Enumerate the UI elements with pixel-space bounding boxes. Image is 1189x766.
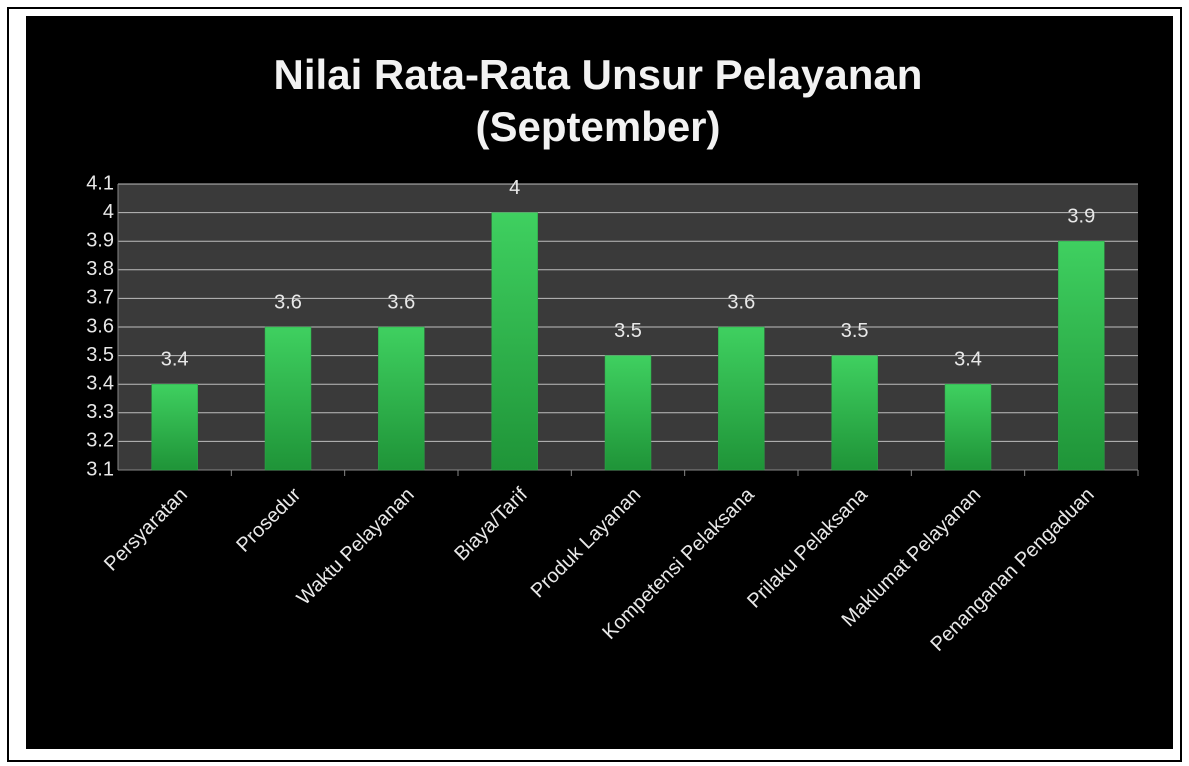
data-label: 3.4 bbox=[954, 348, 982, 370]
data-label: 4 bbox=[509, 177, 520, 199]
y-tick-label: 3.8 bbox=[86, 258, 114, 280]
y-tick-label: 3.5 bbox=[86, 344, 114, 366]
bar bbox=[378, 326, 425, 471]
bar bbox=[944, 383, 992, 471]
chart-title: (September) bbox=[475, 103, 720, 150]
data-label: 3.5 bbox=[841, 320, 869, 342]
y-tick-label: 3.9 bbox=[86, 229, 114, 251]
y-tick-label: 3.7 bbox=[86, 287, 114, 309]
y-tick-label: 4.1 bbox=[86, 172, 114, 194]
bar bbox=[1058, 240, 1105, 471]
data-label: 3.6 bbox=[387, 291, 415, 313]
y-tick-label: 3.6 bbox=[86, 315, 114, 337]
data-label: 3.4 bbox=[161, 348, 189, 370]
bar bbox=[491, 212, 538, 471]
y-tick-label: 3.4 bbox=[86, 372, 114, 394]
bar bbox=[718, 326, 765, 471]
bar bbox=[831, 355, 878, 471]
data-label: 3.9 bbox=[1067, 205, 1095, 227]
data-label: 3.5 bbox=[614, 320, 642, 342]
y-tick-label: 3.2 bbox=[86, 430, 114, 452]
bar bbox=[264, 326, 312, 471]
chart-title: Nilai Rata-Rata Unsur Pelayanan bbox=[274, 51, 923, 98]
y-tick-label: 3.3 bbox=[86, 401, 114, 423]
bar bbox=[151, 383, 198, 471]
data-label: 3.6 bbox=[727, 291, 755, 313]
bar bbox=[604, 355, 652, 471]
data-label: 3.6 bbox=[274, 291, 302, 313]
y-tick-label: 4 bbox=[103, 201, 114, 223]
y-tick-label: 3.1 bbox=[86, 458, 114, 480]
